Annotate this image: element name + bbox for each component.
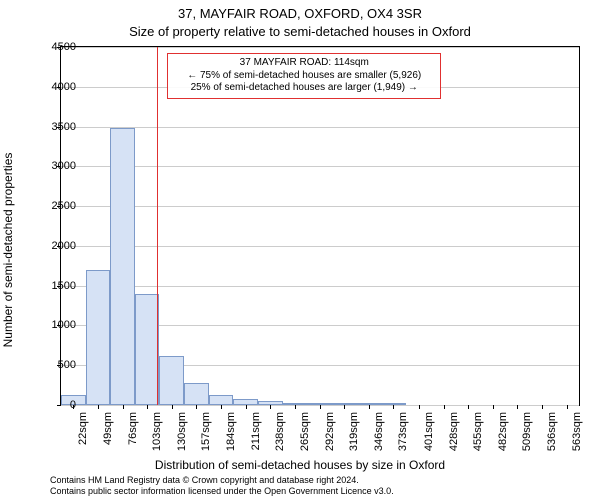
annotation-line: 25% of semi-detached houses are larger (… bbox=[174, 82, 434, 95]
y-tick-label: 1000 bbox=[36, 319, 76, 331]
y-tick-label: 1500 bbox=[36, 280, 76, 292]
x-tick-label: 401sqm bbox=[423, 412, 435, 462]
x-tick-label: 184sqm bbox=[225, 412, 237, 462]
x-tick-mark bbox=[517, 405, 518, 409]
x-tick-label: 22sqm bbox=[77, 412, 89, 462]
gridline bbox=[61, 206, 579, 207]
chart-title-sub: Size of property relative to semi-detach… bbox=[0, 24, 600, 39]
x-tick-mark bbox=[468, 405, 469, 409]
x-tick-label: 346sqm bbox=[373, 412, 385, 462]
x-tick-mark bbox=[221, 405, 222, 409]
annotation-box: 37 MAYFAIR ROAD: 114sqm← 75% of semi-det… bbox=[167, 53, 441, 99]
gridline bbox=[61, 166, 579, 167]
histogram-bar bbox=[209, 395, 234, 405]
y-tick-label: 2500 bbox=[36, 200, 76, 212]
x-tick-label: 130sqm bbox=[176, 412, 188, 462]
y-tick-label: 4000 bbox=[36, 81, 76, 93]
x-tick-label: 211sqm bbox=[250, 412, 262, 462]
y-tick-label: 4500 bbox=[36, 41, 76, 53]
y-tick-label: 3000 bbox=[36, 160, 76, 172]
histogram-bar bbox=[159, 356, 184, 405]
histogram-bar bbox=[135, 294, 160, 405]
y-tick-label: 3500 bbox=[36, 121, 76, 133]
x-tick-mark bbox=[393, 405, 394, 409]
gridline bbox=[61, 246, 579, 247]
x-tick-mark bbox=[419, 405, 420, 409]
x-tick-mark bbox=[567, 405, 568, 409]
annotation-line: 37 MAYFAIR ROAD: 114sqm bbox=[174, 57, 434, 70]
chart-container: 37, MAYFAIR ROAD, OXFORD, OX4 3SR Size o… bbox=[0, 0, 600, 500]
x-tick-mark bbox=[320, 405, 321, 409]
x-tick-mark bbox=[123, 405, 124, 409]
attribution-line-2: Contains public sector information licen… bbox=[50, 486, 394, 496]
x-tick-mark bbox=[295, 405, 296, 409]
x-tick-label: 509sqm bbox=[521, 412, 533, 462]
y-axis-label: Number of semi-detached properties bbox=[1, 153, 15, 348]
x-tick-mark bbox=[270, 405, 271, 409]
x-tick-label: 563sqm bbox=[571, 412, 583, 462]
x-tick-label: 49sqm bbox=[102, 412, 114, 462]
y-tick-label: 0 bbox=[36, 399, 76, 411]
x-tick-label: 428sqm bbox=[448, 412, 460, 462]
attribution-line-1: Contains HM Land Registry data © Crown c… bbox=[50, 475, 359, 485]
x-tick-label: 536sqm bbox=[546, 412, 558, 462]
x-tick-mark bbox=[246, 405, 247, 409]
x-tick-label: 319sqm bbox=[348, 412, 360, 462]
x-tick-label: 157sqm bbox=[200, 412, 212, 462]
x-tick-mark bbox=[172, 405, 173, 409]
histogram-bar bbox=[110, 128, 135, 405]
x-tick-mark bbox=[369, 405, 370, 409]
chart-title-main: 37, MAYFAIR ROAD, OXFORD, OX4 3SR bbox=[0, 6, 600, 21]
x-tick-mark bbox=[147, 405, 148, 409]
gridline bbox=[61, 286, 579, 287]
gridline bbox=[61, 47, 579, 48]
x-tick-mark bbox=[196, 405, 197, 409]
attribution-text: Contains HM Land Registry data © Crown c… bbox=[50, 475, 394, 496]
x-tick-label: 76sqm bbox=[127, 412, 139, 462]
x-tick-label: 482sqm bbox=[497, 412, 509, 462]
reference-line bbox=[157, 47, 158, 405]
x-tick-mark bbox=[344, 405, 345, 409]
x-tick-label: 265sqm bbox=[299, 412, 311, 462]
histogram-bar bbox=[86, 270, 111, 405]
x-tick-mark bbox=[493, 405, 494, 409]
histogram-bar bbox=[184, 383, 209, 405]
x-tick-mark bbox=[98, 405, 99, 409]
x-tick-mark bbox=[444, 405, 445, 409]
y-tick-label: 500 bbox=[36, 359, 76, 371]
x-tick-label: 292sqm bbox=[324, 412, 336, 462]
x-tick-label: 373sqm bbox=[397, 412, 409, 462]
x-tick-label: 455sqm bbox=[472, 412, 484, 462]
x-tick-label: 103sqm bbox=[151, 412, 163, 462]
gridline bbox=[61, 127, 579, 128]
annotation-line: ← 75% of semi-detached houses are smalle… bbox=[174, 70, 434, 83]
x-tick-mark bbox=[542, 405, 543, 409]
plot-area: 37 MAYFAIR ROAD: 114sqm← 75% of semi-det… bbox=[60, 46, 580, 406]
x-tick-label: 238sqm bbox=[274, 412, 286, 462]
y-tick-label: 2000 bbox=[36, 240, 76, 252]
